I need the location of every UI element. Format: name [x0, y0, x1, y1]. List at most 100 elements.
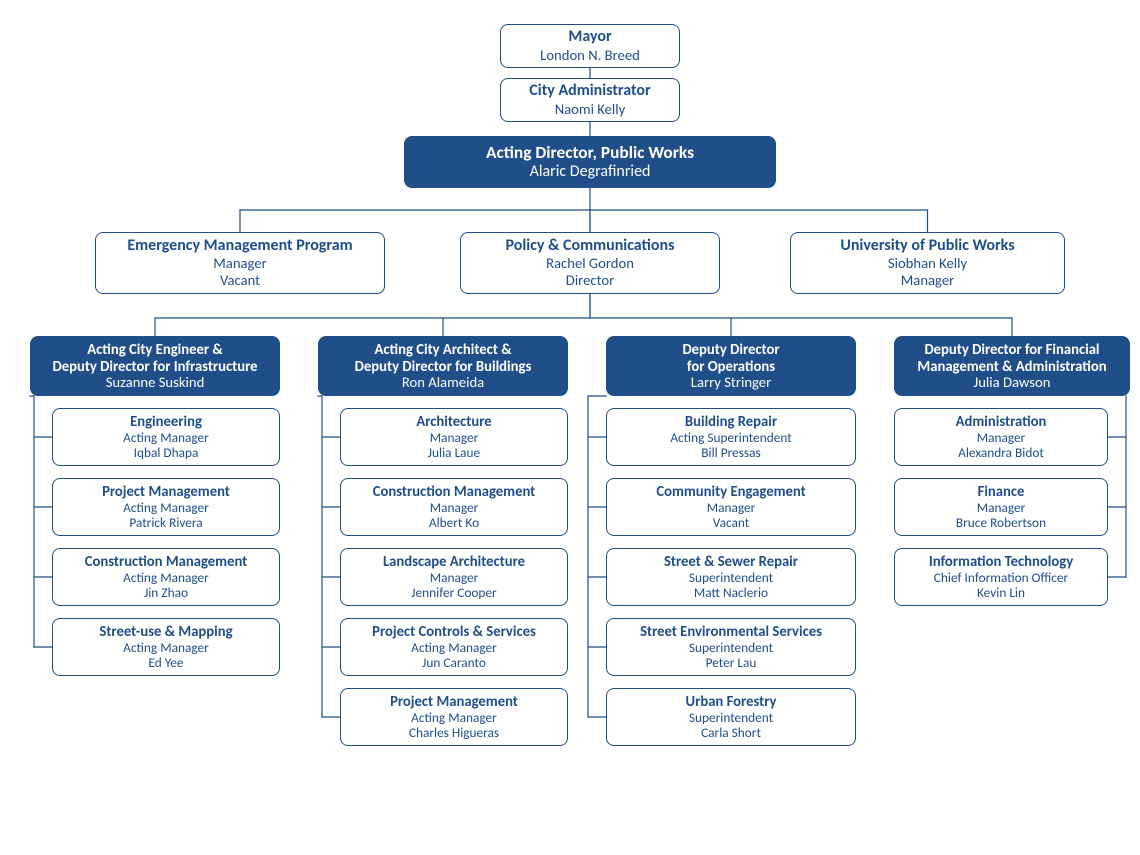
- org-node-col_ops-item-0: Building RepairActing SuperintendentBill…: [606, 408, 856, 466]
- org-node-title: Community Engagement: [656, 483, 805, 500]
- org-node-line: Naomi Kelly: [555, 101, 626, 118]
- org-node-col_arch-item-4: Project ManagementActing ManagerCharles …: [340, 688, 568, 746]
- org-node-col_arch-item-0: ArchitectureManagerJulia Laue: [340, 408, 568, 466]
- org-node-title: Acting City Architect &: [374, 341, 511, 358]
- org-node-line: London N. Breed: [540, 47, 640, 64]
- org-node-line: Bruce Robertson: [956, 515, 1046, 530]
- org-node-line: Manager: [430, 500, 479, 515]
- org-node-title: Acting City Engineer &: [87, 341, 222, 358]
- org-node-line: Siobhan Kelly: [888, 255, 967, 272]
- org-node-line: Iqbal Dhapa: [134, 445, 199, 460]
- org-node-title: Deputy Director for Financial: [924, 341, 1099, 358]
- org-node-title: Urban Forestry: [686, 693, 777, 710]
- org-node-line: Carla Short: [701, 725, 761, 740]
- org-node-line: Acting Manager: [123, 430, 209, 445]
- org-node-col_eng-item-0: EngineeringActing ManagerIqbal Dhapa: [52, 408, 280, 466]
- org-node-line: Vacant: [713, 515, 749, 530]
- org-node-line: Acting Manager: [411, 710, 497, 725]
- org-node-col_arch-item-3: Project Controls & ServicesActing Manage…: [340, 618, 568, 676]
- org-node-line: Superintendent: [689, 570, 773, 585]
- org-node-title: Deputy Director: [682, 341, 779, 358]
- org-node-line: Jin Zhao: [144, 585, 188, 600]
- org-node-cityadmin: City AdministratorNaomi Kelly: [500, 78, 680, 122]
- org-node-director: Acting Director, Public WorksAlaric Degr…: [404, 136, 776, 188]
- org-node-line: Acting Manager: [411, 640, 497, 655]
- org-node-title: Administration: [956, 413, 1047, 430]
- org-node-line: Suzanne Suskind: [106, 374, 205, 391]
- org-node-line: Manager: [707, 500, 756, 515]
- org-node-line: Ron Alameida: [402, 374, 484, 391]
- org-node-col_fin-header: Deputy Director for FinancialManagement …: [894, 336, 1130, 396]
- org-node-line: Superintendent: [689, 640, 773, 655]
- org-node-title: Building Repair: [685, 413, 777, 430]
- org-node-line: Manager: [430, 430, 479, 445]
- org-node-line: Jun Caranto: [422, 655, 486, 670]
- org-node-col_fin-item-1: FinanceManagerBruce Robertson: [894, 478, 1108, 536]
- org-node-line: Chief Information Officer: [934, 570, 1068, 585]
- org-node-col_fin-item-0: AdministrationManagerAlexandra Bidot: [894, 408, 1108, 466]
- org-node-title: Landscape Architecture: [383, 553, 525, 570]
- org-node-title: Acting Director, Public Works: [486, 143, 694, 163]
- org-node-pnc: Policy & CommunicationsRachel GordonDire…: [460, 232, 720, 294]
- org-node-col_ops-item-2: Street & Sewer RepairSuperintendentMatt …: [606, 548, 856, 606]
- org-node-col_eng-item-2: Construction ManagementActing ManagerJin…: [52, 548, 280, 606]
- org-node-line: Vacant: [220, 272, 260, 289]
- org-node-title: Street & Sewer Repair: [664, 553, 798, 570]
- org-node-col_arch-item-1: Construction ManagementManagerAlbert Ko: [340, 478, 568, 536]
- org-node-line: Acting Manager: [123, 500, 209, 515]
- org-node-title: Deputy Director for Buildings: [355, 358, 532, 375]
- org-node-line: Larry Stringer: [691, 374, 771, 391]
- org-node-title: Engineering: [130, 413, 202, 430]
- org-node-col_ops-header: Deputy Directorfor OperationsLarry Strin…: [606, 336, 856, 396]
- org-node-title: Management & Administration: [917, 358, 1106, 375]
- org-node-line: Charles Higueras: [409, 725, 499, 740]
- org-node-title: Construction Management: [373, 483, 536, 500]
- org-chart: MayorLondon N. Breed City AdministratorNa…: [0, 0, 1140, 855]
- org-node-line: Kevin Lin: [977, 585, 1025, 600]
- org-node-title: for Operations: [687, 358, 775, 375]
- org-node-title: Finance: [978, 483, 1025, 500]
- org-node-line: Superintendent: [689, 710, 773, 725]
- org-node-line: Jennifer Cooper: [411, 585, 496, 600]
- org-node-line: Bill Pressas: [701, 445, 760, 460]
- org-node-upw: University of Public WorksSiobhan KellyM…: [790, 232, 1065, 294]
- org-node-title: Construction Management: [85, 553, 248, 570]
- org-node-line: Julia Laue: [428, 445, 480, 460]
- org-node-line: Patrick Rivera: [129, 515, 202, 530]
- org-node-title: Street-use & Mapping: [99, 623, 232, 640]
- org-node-emp: Emergency Management ProgramManagerVacan…: [95, 232, 385, 294]
- org-node-line: Manager: [901, 272, 954, 289]
- org-node-line: Rachel Gordon: [546, 255, 634, 272]
- org-node-col_ops-item-3: Street Environmental ServicesSuperintend…: [606, 618, 856, 676]
- org-node-col_ops-item-1: Community EngagementManagerVacant: [606, 478, 856, 536]
- org-node-line: Ed Yee: [148, 655, 183, 670]
- org-node-title: Policy & Communications: [506, 237, 675, 255]
- org-node-title: Project Management: [102, 483, 230, 500]
- org-node-col_fin-item-2: Information TechnologyChief Information …: [894, 548, 1108, 606]
- org-node-line: Albert Ko: [429, 515, 479, 530]
- org-node-title: Architecture: [416, 413, 491, 430]
- org-node-col_arch-item-2: Landscape ArchitectureManagerJennifer Co…: [340, 548, 568, 606]
- org-node-col_eng-header: Acting City Engineer &Deputy Director fo…: [30, 336, 280, 396]
- org-node-title: University of Public Works: [840, 237, 1014, 255]
- org-node-col_eng-item-3: Street-use & MappingActing ManagerEd Yee: [52, 618, 280, 676]
- org-node-col_arch-header: Acting City Architect &Deputy Director f…: [318, 336, 568, 396]
- org-node-line: Acting Manager: [123, 570, 209, 585]
- org-node-line: Manager: [977, 500, 1026, 515]
- org-node-title: Emergency Management Program: [127, 237, 352, 255]
- org-node-title: City Administrator: [529, 82, 650, 100]
- org-node-line: Manager: [977, 430, 1026, 445]
- org-node-line: Manager: [213, 255, 266, 272]
- org-node-line: Peter Lau: [706, 655, 757, 670]
- org-node-line: Acting Manager: [123, 640, 209, 655]
- org-node-title: Mayor: [568, 28, 611, 46]
- org-node-title: Deputy Director for Infrastructure: [52, 358, 257, 375]
- org-node-line: Julia Dawson: [974, 374, 1051, 391]
- org-node-mayor: MayorLondon N. Breed: [500, 24, 680, 68]
- org-node-line: Matt Naclerio: [694, 585, 768, 600]
- org-node-title: Street Environmental Services: [640, 623, 822, 640]
- org-node-title: Project Controls & Services: [372, 623, 536, 640]
- org-node-col_ops-item-4: Urban ForestrySuperintendentCarla Short: [606, 688, 856, 746]
- org-node-title: Information Technology: [929, 553, 1073, 570]
- org-node-line: Alaric Degrafinried: [530, 163, 651, 181]
